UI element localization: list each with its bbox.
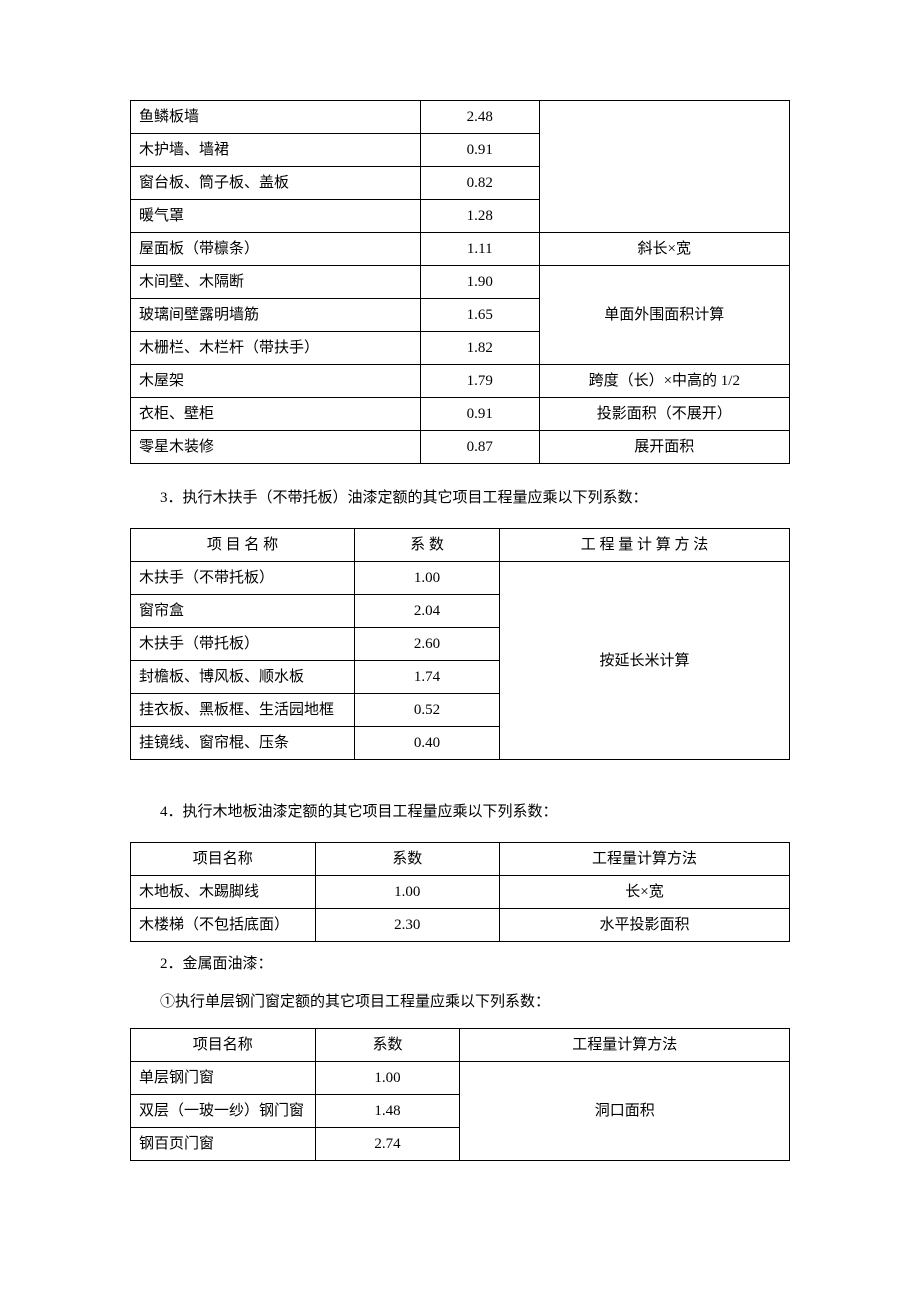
header-name: 项目名称 xyxy=(131,1029,316,1062)
item-method xyxy=(539,101,789,233)
paragraph-5a: 2．金属面油漆： xyxy=(130,952,790,976)
item-name: 木地板、木踢脚线 xyxy=(131,876,316,909)
item-coef: 1.74 xyxy=(355,661,500,694)
table-row: 木楼梯（不包括底面） 2.30 水平投影面积 xyxy=(131,909,790,942)
coefficient-table-steel-door: 项目名称 系数 工程量计算方法 单层钢门窗 1.00 洞口面积 双层（一玻一纱）… xyxy=(130,1028,790,1161)
header-coef: 系数 xyxy=(315,843,500,876)
item-name: 木护墙、墙裙 xyxy=(131,134,421,167)
paragraph-4: 4．执行木地板油漆定额的其它项目工程量应乘以下列系数： xyxy=(130,800,790,824)
paragraph-5b: ①执行单层钢门窗定额的其它项目工程量应乘以下列系数： xyxy=(130,990,790,1014)
item-name: 木扶手（不带托板） xyxy=(131,562,355,595)
header-name: 项 目 名 称 xyxy=(131,529,355,562)
item-name: 封檐板、博风板、顺水板 xyxy=(131,661,355,694)
header-coef: 系数 xyxy=(315,1029,460,1062)
item-coef: 1.82 xyxy=(420,332,539,365)
item-method: 跨度（长）×中高的 1/2 xyxy=(539,365,789,398)
item-coef: 1.48 xyxy=(315,1095,460,1128)
item-coef: 0.91 xyxy=(420,398,539,431)
item-name: 木楼梯（不包括底面） xyxy=(131,909,316,942)
item-name: 窗帘盒 xyxy=(131,595,355,628)
item-method: 洞口面积 xyxy=(460,1062,790,1161)
item-method: 投影面积（不展开） xyxy=(539,398,789,431)
item-coef: 2.48 xyxy=(420,101,539,134)
item-name: 木间壁、木隔断 xyxy=(131,266,421,299)
item-coef: 1.11 xyxy=(420,233,539,266)
item-name: 窗台板、筒子板、盖板 xyxy=(131,167,421,200)
table-row: 木屋架 1.79 跨度（长）×中高的 1/2 xyxy=(131,365,790,398)
item-name: 钢百页门窗 xyxy=(131,1128,316,1161)
item-name: 零星木装修 xyxy=(131,431,421,464)
item-name: 屋面板（带檩条） xyxy=(131,233,421,266)
item-coef: 1.00 xyxy=(355,562,500,595)
item-name: 鱼鳞板墙 xyxy=(131,101,421,134)
header-name: 项目名称 xyxy=(131,843,316,876)
item-coef: 1.28 xyxy=(420,200,539,233)
table-row: 鱼鳞板墙 2.48 xyxy=(131,101,790,134)
item-coef: 2.74 xyxy=(315,1128,460,1161)
item-method: 按延长米计算 xyxy=(500,562,790,760)
item-name: 挂衣板、黑板框、生活园地框 xyxy=(131,694,355,727)
item-coef: 0.91 xyxy=(420,134,539,167)
item-coef: 1.00 xyxy=(315,1062,460,1095)
item-name: 单层钢门窗 xyxy=(131,1062,316,1095)
item-coef: 1.90 xyxy=(420,266,539,299)
item-name: 双层（一玻一纱）钢门窗 xyxy=(131,1095,316,1128)
header-method: 工程量计算方法 xyxy=(500,843,790,876)
item-name: 木屋架 xyxy=(131,365,421,398)
item-method: 长×宽 xyxy=(500,876,790,909)
item-coef: 2.04 xyxy=(355,595,500,628)
item-coef: 2.60 xyxy=(355,628,500,661)
header-coef: 系 数 xyxy=(355,529,500,562)
paragraph-3: 3．执行木扶手（不带托板）油漆定额的其它项目工程量应乘以下列系数： xyxy=(130,486,790,510)
item-name: 玻璃间壁露明墙筋 xyxy=(131,299,421,332)
item-method: 单面外围面积计算 xyxy=(539,266,789,365)
table-row: 单层钢门窗 1.00 洞口面积 xyxy=(131,1062,790,1095)
item-name: 暖气罩 xyxy=(131,200,421,233)
item-coef: 2.30 xyxy=(315,909,500,942)
item-name: 木扶手（带托板） xyxy=(131,628,355,661)
item-coef: 0.82 xyxy=(420,167,539,200)
item-method: 展开面积 xyxy=(539,431,789,464)
coefficient-table-floor: 项目名称 系数 工程量计算方法 木地板、木踢脚线 1.00 长×宽 木楼梯（不包… xyxy=(130,842,790,942)
item-name: 木栅栏、木栏杆（带扶手） xyxy=(131,332,421,365)
item-method: 水平投影面积 xyxy=(500,909,790,942)
table-row: 木间壁、木隔断 1.90 单面外围面积计算 xyxy=(131,266,790,299)
item-coef: 0.40 xyxy=(355,727,500,760)
item-coef: 1.65 xyxy=(420,299,539,332)
item-method: 斜长×宽 xyxy=(539,233,789,266)
header-method: 工程量计算方法 xyxy=(460,1029,790,1062)
item-coef: 0.87 xyxy=(420,431,539,464)
table-row: 木扶手（不带托板） 1.00 按延长米计算 xyxy=(131,562,790,595)
item-coef: 1.79 xyxy=(420,365,539,398)
coefficient-table-handrail: 项 目 名 称 系 数 工 程 量 计 算 方 法 木扶手（不带托板） 1.00… xyxy=(130,528,790,760)
table-header-row: 项目名称 系数 工程量计算方法 xyxy=(131,1029,790,1062)
header-method: 工 程 量 计 算 方 法 xyxy=(500,529,790,562)
item-name: 挂镜线、窗帘棍、压条 xyxy=(131,727,355,760)
coefficient-table-wood-surface: 鱼鳞板墙 2.48 木护墙、墙裙 0.91 窗台板、筒子板、盖板 0.82 暖气… xyxy=(130,100,790,464)
item-coef: 1.00 xyxy=(315,876,500,909)
table-header-row: 项 目 名 称 系 数 工 程 量 计 算 方 法 xyxy=(131,529,790,562)
table-row: 衣柜、壁柜 0.91 投影面积（不展开） xyxy=(131,398,790,431)
item-name: 衣柜、壁柜 xyxy=(131,398,421,431)
table-row: 零星木装修 0.87 展开面积 xyxy=(131,431,790,464)
table-row: 木地板、木踢脚线 1.00 长×宽 xyxy=(131,876,790,909)
item-coef: 0.52 xyxy=(355,694,500,727)
table-header-row: 项目名称 系数 工程量计算方法 xyxy=(131,843,790,876)
table-row: 屋面板（带檩条） 1.11 斜长×宽 xyxy=(131,233,790,266)
